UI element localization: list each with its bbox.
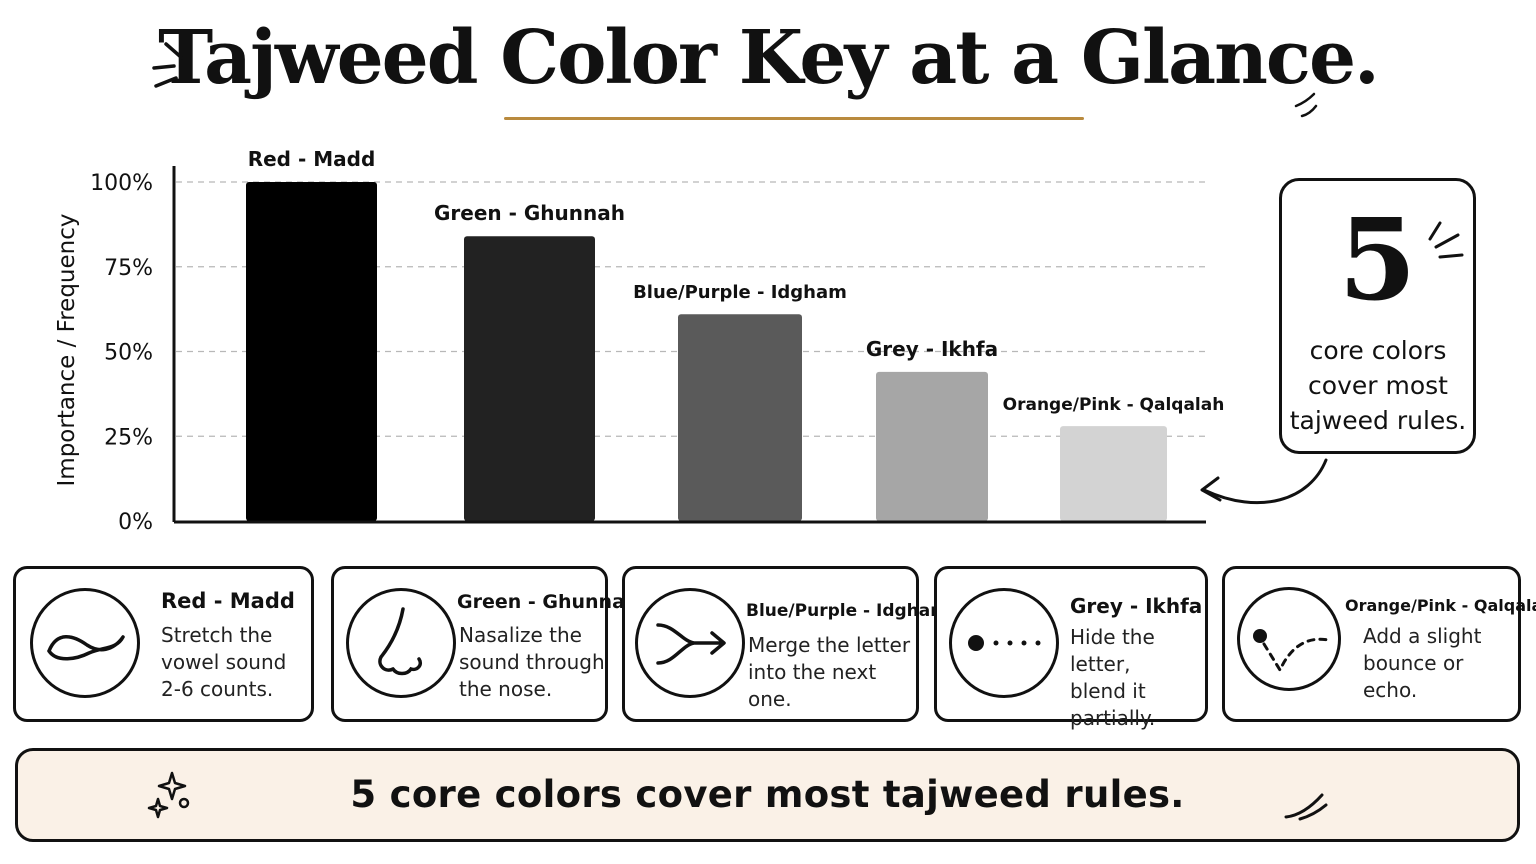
bounce-icon xyxy=(1237,587,1341,691)
bar-label: Green - Ghunnah xyxy=(434,201,625,225)
summary-banner: 5 core colors cover most tajweed rules. xyxy=(15,748,1520,842)
card-title: Grey - Ikhfa xyxy=(1070,594,1203,618)
card-title: Orange/Pink - Qalqalah xyxy=(1345,596,1536,615)
callout-text: core colors cover most tajweed rules. xyxy=(1289,336,1467,435)
y-tick-label: 50% xyxy=(104,341,153,366)
card-description: Merge the letter into the next one. xyxy=(748,633,911,711)
card-title: Green - Ghunnah xyxy=(457,591,639,613)
spark-lines-icon xyxy=(152,42,184,88)
card-description: Nasalize the sound through the nose. xyxy=(459,623,605,701)
bar-label: Red - Madd xyxy=(248,147,376,171)
y-tick-label: 0% xyxy=(118,510,153,535)
rule-card-qalqalah: Orange/Pink - Qalqalah Add a slight boun… xyxy=(1222,566,1536,722)
dotted-line-icon xyxy=(949,588,1059,698)
y-tick-label: 100% xyxy=(90,171,153,196)
rule-card-ghunnah: Green - Ghunnah Nasalize the sound throu… xyxy=(331,566,638,722)
y-tick-label: 75% xyxy=(104,256,153,281)
bar-label: Grey - Ikhfa xyxy=(866,337,998,361)
callout-arrow-head xyxy=(1200,476,1222,502)
rule-card-ikhfa: Grey - Ikhfa Hide the letter, blend it p… xyxy=(934,566,1208,730)
bar-3 xyxy=(876,371,988,521)
card-title: Red - Madd xyxy=(161,589,295,613)
bar-label: Blue/Purple - Idgham xyxy=(633,282,847,303)
card-title: Blue/Purple - Idgham xyxy=(746,601,948,621)
y-axis-label: Importance / Frequency xyxy=(54,214,80,487)
bar-2 xyxy=(678,314,802,521)
rule-card-idgham: Blue/Purple - Idgham Merge the letter in… xyxy=(622,566,948,722)
callout-box: 5 core colors cover most tajweed rules. xyxy=(1279,178,1476,454)
card-description: Add a slight bounce or echo. xyxy=(1363,624,1482,702)
bar-1 xyxy=(464,236,595,522)
nose-icon xyxy=(346,588,456,698)
swoosh-icon xyxy=(1294,92,1318,118)
callout-spark-icon xyxy=(1428,221,1464,259)
card-description: Stretch the vowel sound 2-6 counts. xyxy=(161,623,287,701)
bar-chart: Red - Madd Green - Ghunnah Blue/Purple - I… xyxy=(54,147,1328,535)
sparkle-icon xyxy=(147,771,190,819)
title-underline xyxy=(504,117,1084,120)
bar-label: Orange/Pink - Qalqalah xyxy=(1003,395,1225,415)
bar-0 xyxy=(246,182,377,521)
bar-4 xyxy=(1060,426,1167,521)
banner-text: 5 core colors cover most tajweed rules. xyxy=(350,773,1185,816)
callout-number: 5 xyxy=(1338,195,1417,326)
y-tick-label: 25% xyxy=(104,425,153,450)
wave-icon xyxy=(30,588,140,698)
card-description: Hide the letter, blend it partially. xyxy=(1070,625,1156,730)
page-title: Tajweed Color Key at a Glance. xyxy=(158,15,1380,101)
rule-card-madd: Red - Madd Stretch the vowel sound 2-6 c… xyxy=(13,566,314,722)
swoosh-icon xyxy=(1284,793,1328,821)
merge-arrow-icon xyxy=(635,588,745,698)
callout-arrow xyxy=(1202,458,1328,505)
